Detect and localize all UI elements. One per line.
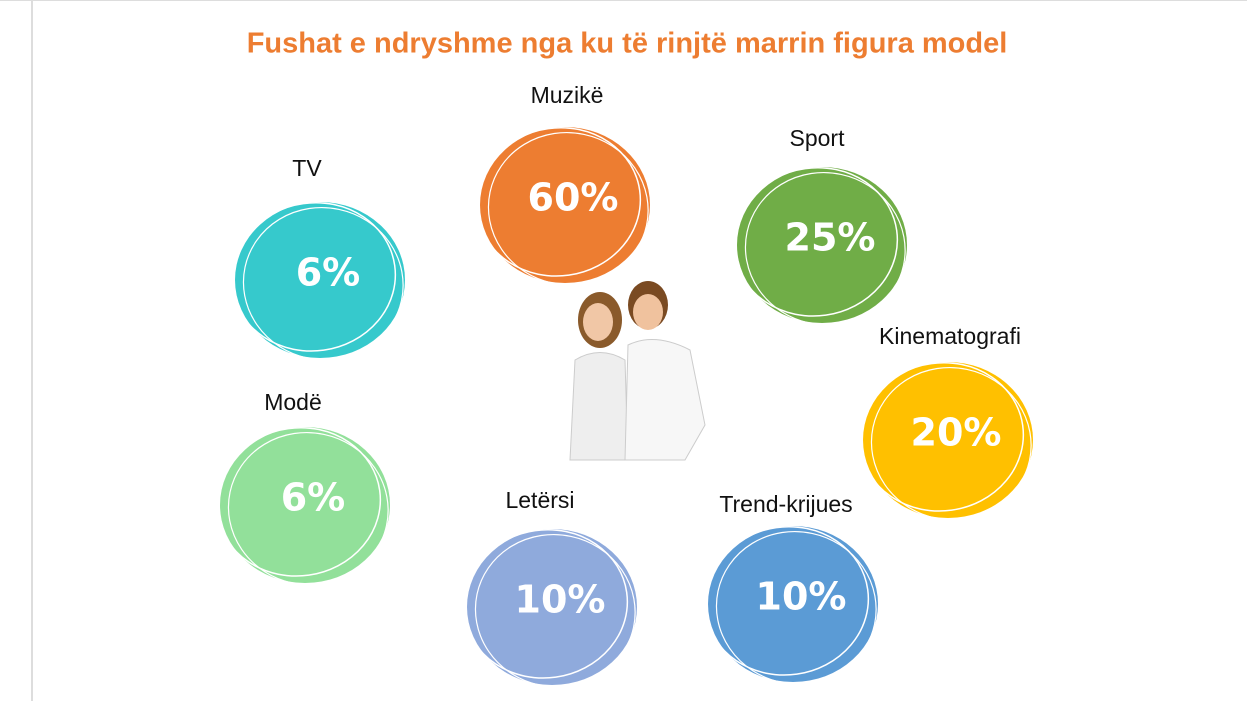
bubble-label: Trend-krijues — [719, 491, 852, 517]
bubble-value: 6% — [281, 476, 346, 520]
photo — [570, 281, 705, 460]
bubble-label: TV — [292, 155, 322, 181]
bubble-label: Modë — [264, 389, 322, 415]
title: Fushat e ndryshme nga ku të rinjtë marri… — [247, 28, 1008, 60]
bubble-label: Kinematografi — [879, 323, 1021, 349]
bubble-label: Sport — [790, 125, 846, 151]
bubble-value: 6% — [296, 251, 361, 295]
bubble-value: 25% — [785, 216, 876, 260]
bubble-value: 60% — [528, 176, 619, 220]
slide: Fushat e ndryshme nga ku të rinjtë marri… — [0, 0, 1247, 701]
bubble-label: Letërsi — [505, 487, 574, 513]
bubble-value: 10% — [756, 575, 847, 619]
bubble-value: 20% — [911, 411, 1002, 455]
bubble-value: 10% — [515, 578, 606, 622]
bubble-label: Muzikë — [531, 82, 604, 108]
